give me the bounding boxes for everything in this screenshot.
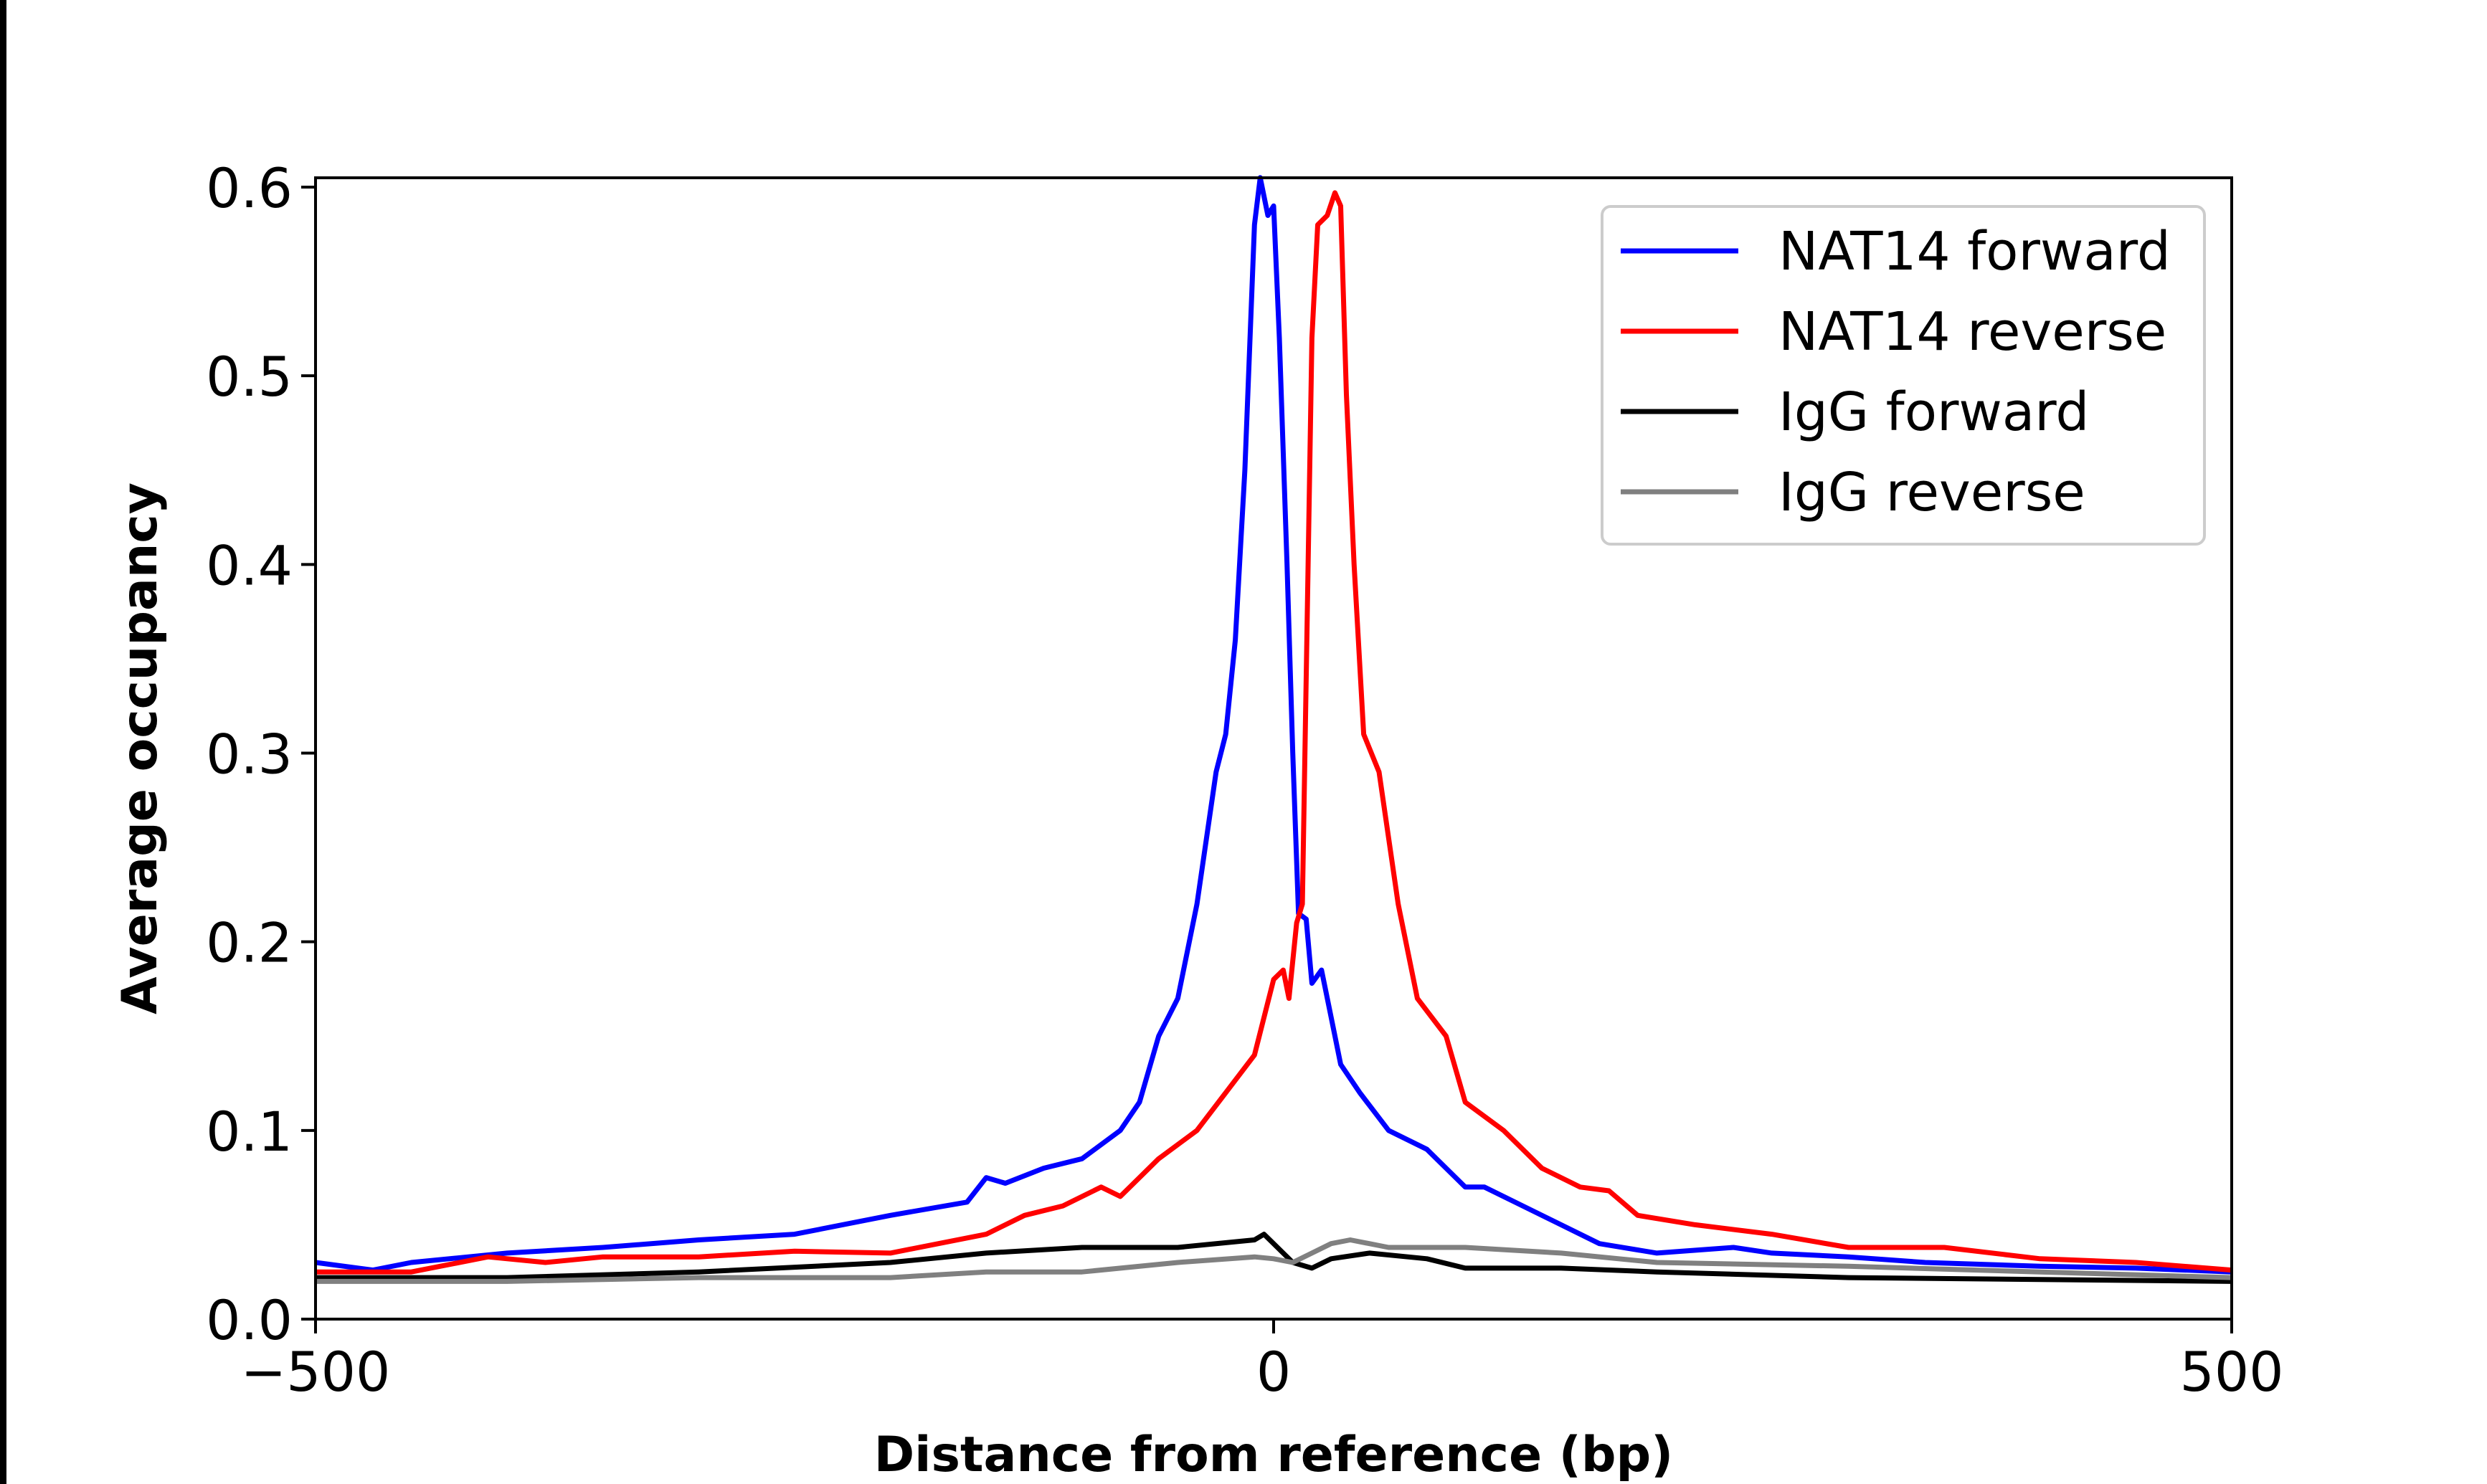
legend-frame	[1601, 205, 2206, 546]
y-tick-label: 0.5	[206, 345, 293, 409]
series-line-nat14-forward	[315, 175, 2232, 1275]
legend-label-nat14-forward: NAT14 forward	[1778, 221, 2171, 282]
legend-label-igg-reverse: IgG reverse	[1778, 462, 2085, 523]
legend-label-nat14-reverse: NAT14 reverse	[1778, 301, 2166, 363]
left-border	[0, 0, 6, 1484]
x-axis-label: Distance from reference (bp)	[874, 1427, 1674, 1483]
series-line-igg-reverse	[316, 1237, 2232, 1284]
y-axis-label: Average occupancy	[112, 482, 169, 1014]
y-tick-label: 0.4	[206, 533, 293, 597]
ticks-layer: −500 0 500 0.0 0.1 0.2 0.3 0.4 0.5 0.6	[206, 156, 2283, 1404]
x-tick-label: 0	[1256, 1340, 1291, 1404]
x-tick-label: −500	[241, 1340, 391, 1404]
y-tick-label: 0.2	[206, 911, 293, 975]
legend: NAT14 forward NAT14 reverse IgG forward IgG…	[1601, 205, 2206, 546]
y-tick-label: 0.3	[206, 723, 293, 786]
y-tick-label: 0.0	[206, 1288, 293, 1352]
series-layer	[315, 175, 2232, 1284]
series-line-nat14-reverse	[316, 190, 2232, 1275]
y-tick-label: 0.1	[206, 1100, 293, 1164]
x-tick-label: 500	[2179, 1340, 2283, 1404]
legend-label-igg-forward: IgG forward	[1778, 381, 2089, 443]
y-tick-label: 0.6	[206, 156, 293, 220]
